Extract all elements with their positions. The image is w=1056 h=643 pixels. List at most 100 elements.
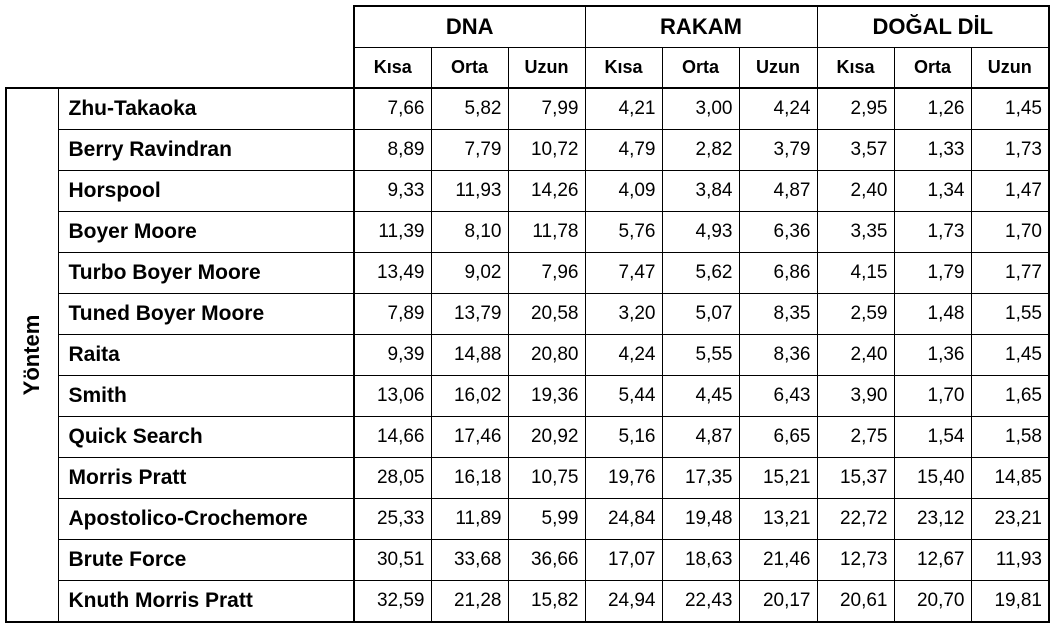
row-method-name: Boyer Moore bbox=[57, 211, 355, 253]
row-value: 4,09 bbox=[584, 170, 663, 212]
row-value: 25,33 bbox=[353, 498, 432, 540]
row-value: 19,81 bbox=[970, 580, 1050, 623]
row-value: 13,06 bbox=[353, 375, 432, 417]
subheader-orta: Orta bbox=[430, 47, 509, 89]
row-value: 17,07 bbox=[584, 539, 663, 581]
row-value: 20,70 bbox=[893, 580, 972, 623]
row-value: 36,66 bbox=[507, 539, 586, 581]
row-value: 20,92 bbox=[507, 416, 586, 458]
table-row: Yöntem Zhu-Takaoka 7,66 5,82 7,99 4,21 3… bbox=[5, 87, 1050, 623]
row-value: 9,02 bbox=[430, 252, 509, 294]
row-value: 1,58 bbox=[970, 416, 1050, 458]
row-value: 2,40 bbox=[816, 334, 895, 376]
row-value: 1,33 bbox=[893, 129, 972, 171]
row-value: 13,49 bbox=[353, 252, 432, 294]
side-label-cell: Yöntem bbox=[5, 87, 59, 623]
table-row: Tuned Boyer Moore 7,89 13,79 20,58 3,20 5,07 8… bbox=[6, 293, 1050, 335]
table-row: Apostolico-Crochemore 25,33 11,89 5,99 24,84… bbox=[6, 498, 1050, 540]
row-value: 10,72 bbox=[507, 129, 586, 171]
row-value: 24,94 bbox=[584, 580, 663, 623]
row-value: 1,73 bbox=[893, 211, 972, 253]
row-value: 1,55 bbox=[970, 293, 1050, 335]
row-value: 16,18 bbox=[430, 457, 509, 499]
row-value: 5,44 bbox=[584, 375, 663, 417]
table-row: Knuth Morris Pratt 32,59 21,28 15,82 24,94 22… bbox=[6, 580, 1050, 623]
row-value: 4,93 bbox=[661, 211, 740, 253]
row-value: 3,00 bbox=[661, 87, 740, 130]
row-value: 4,24 bbox=[584, 334, 663, 376]
row-value: 2,59 bbox=[816, 293, 895, 335]
row-value: 22,43 bbox=[661, 580, 740, 623]
row-method-name: Morris Pratt bbox=[57, 457, 355, 499]
row-value: 7,89 bbox=[353, 293, 432, 335]
group-header-dogal-dil: DOĞAL DİL bbox=[816, 5, 1050, 48]
row-value: 1,47 bbox=[970, 170, 1050, 212]
row-value: 1,70 bbox=[893, 375, 972, 417]
row-value: 4,87 bbox=[661, 416, 740, 458]
subheader-row: Kısa Orta Uzun Kısa Orta Uzun Kısa Orta … bbox=[6, 47, 1050, 89]
row-value: 1,26 bbox=[893, 87, 972, 130]
row-value: 1,77 bbox=[970, 252, 1050, 294]
row-value: 3,84 bbox=[661, 170, 740, 212]
row-value: 1,48 bbox=[893, 293, 972, 335]
row-value: 23,21 bbox=[970, 498, 1050, 540]
row-value: 20,58 bbox=[507, 293, 586, 335]
row-value: 2,40 bbox=[816, 170, 895, 212]
row-value: 17,46 bbox=[430, 416, 509, 458]
row-value: 7,99 bbox=[507, 87, 586, 130]
row-value: 4,45 bbox=[661, 375, 740, 417]
row-value: 5,99 bbox=[507, 498, 586, 540]
row-value: 24,84 bbox=[584, 498, 663, 540]
row-value: 14,88 bbox=[430, 334, 509, 376]
row-value: 19,48 bbox=[661, 498, 740, 540]
group-header-row: DNA RAKAM DOĞAL DİL bbox=[6, 5, 1050, 89]
row-method-name: Tuned Boyer Moore bbox=[57, 293, 355, 335]
row-value: 6,36 bbox=[738, 211, 818, 253]
group-header-rakam: RAKAM bbox=[584, 5, 818, 48]
row-value: 1,70 bbox=[970, 211, 1050, 253]
row-value: 3,57 bbox=[816, 129, 895, 171]
row-value: 15,40 bbox=[893, 457, 972, 499]
group-header-dna: DNA bbox=[353, 5, 586, 48]
row-value: 20,80 bbox=[507, 334, 586, 376]
row-value: 19,36 bbox=[507, 375, 586, 417]
row-value: 13,79 bbox=[430, 293, 509, 335]
row-value: 3,90 bbox=[816, 375, 895, 417]
row-value: 1,79 bbox=[893, 252, 972, 294]
row-value: 5,07 bbox=[661, 293, 740, 335]
row-value: 5,16 bbox=[584, 416, 663, 458]
table-row: Brute Force 30,51 33,68 36,66 17,07 18,63 21,4… bbox=[6, 539, 1050, 581]
row-method-name: Zhu-Takaoka bbox=[57, 87, 355, 130]
row-value: 8,35 bbox=[738, 293, 818, 335]
row-value: 2,95 bbox=[816, 87, 895, 130]
row-value: 28,05 bbox=[353, 457, 432, 499]
row-value: 7,66 bbox=[353, 87, 432, 130]
row-value: 3,20 bbox=[584, 293, 663, 335]
row-value: 11,89 bbox=[430, 498, 509, 540]
row-method-name: Smith bbox=[57, 375, 355, 417]
row-value: 11,93 bbox=[970, 539, 1050, 581]
row-value: 4,87 bbox=[738, 170, 818, 212]
row-value: 33,68 bbox=[430, 539, 509, 581]
table-row: Smith 13,06 16,02 19,36 5,44 4,45 6,43 3,90 1,70… bbox=[6, 375, 1050, 417]
row-value: 14,85 bbox=[970, 457, 1050, 499]
row-value: 21,28 bbox=[430, 580, 509, 623]
subheader-kisa: Kısa bbox=[353, 47, 432, 89]
row-value: 6,65 bbox=[738, 416, 818, 458]
subheader-orta: Orta bbox=[661, 47, 740, 89]
subheader-uzun: Uzun bbox=[738, 47, 818, 89]
table-row: Raita 9,39 14,88 20,80 4,24 5,55 8,36 2,40 1,36 1… bbox=[6, 334, 1050, 376]
row-method-name: Brute Force bbox=[57, 539, 355, 581]
row-value: 1,45 bbox=[970, 87, 1050, 130]
row-value: 17,35 bbox=[661, 457, 740, 499]
row-value: 1,34 bbox=[893, 170, 972, 212]
row-value: 15,21 bbox=[738, 457, 818, 499]
row-value: 19,76 bbox=[584, 457, 663, 499]
row-method-name: Berry Ravindran bbox=[57, 129, 355, 171]
row-value: 8,10 bbox=[430, 211, 509, 253]
row-value: 15,37 bbox=[816, 457, 895, 499]
row-value: 1,45 bbox=[970, 334, 1050, 376]
row-value: 3,35 bbox=[816, 211, 895, 253]
row-value: 10,75 bbox=[507, 457, 586, 499]
row-method-name: Horspool bbox=[57, 170, 355, 212]
